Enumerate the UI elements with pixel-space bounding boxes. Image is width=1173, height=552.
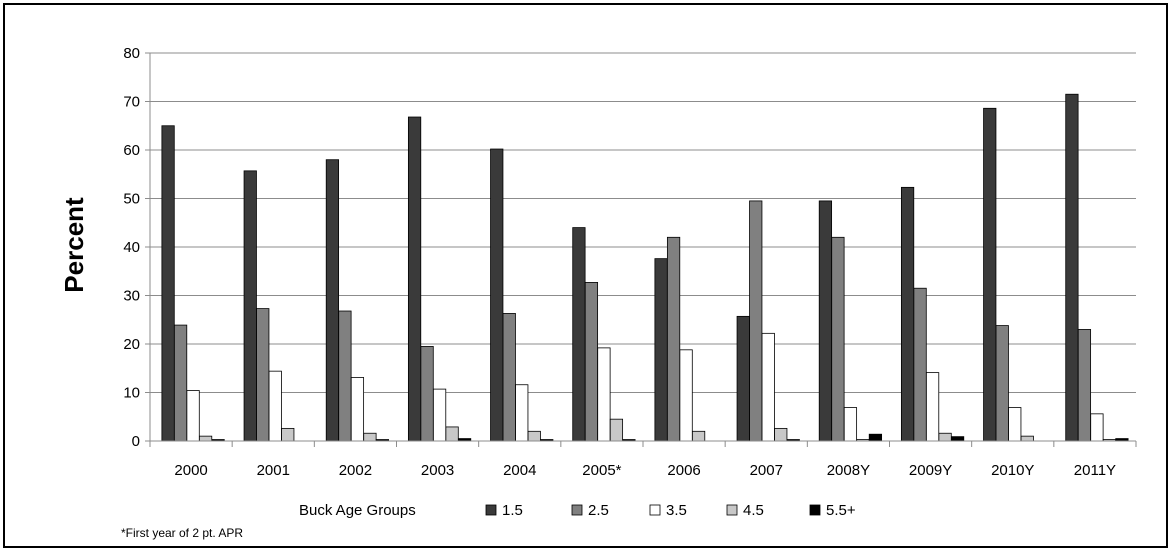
bar-2.5-2006: [666, 236, 681, 442]
bar-2.5-2010Y: [995, 325, 1009, 442]
y-tick-label: 80: [123, 45, 140, 62]
x-tick-label: 2009Y: [909, 462, 952, 479]
bar-3.5-2006: [679, 349, 693, 442]
bar-3.5-2002: [350, 377, 365, 442]
bar-3.5-2009Y: [925, 372, 940, 442]
x-tick-label: 2003: [421, 462, 454, 479]
bar-1.5-2007: [736, 315, 750, 442]
chart-frame: 0 10 20 30 40 50 60 70 80 2000 2001 2002 2003 2004 20…: [3, 3, 1168, 548]
y-tick-label: 70: [123, 94, 140, 111]
bar-1.5-2008Y: [818, 200, 833, 442]
x-tick-label: 2007: [750, 462, 783, 479]
bar-3.5-2004: [515, 384, 529, 442]
bar-3.5-2010Y: [1008, 407, 1022, 442]
bar-4.5-2004: [527, 430, 541, 442]
x-tick-label: 2011Y: [1074, 462, 1116, 479]
x-tick-label: 2006: [667, 462, 700, 479]
bar-1.5-2002: [325, 159, 340, 442]
y-tick-label: 40: [123, 239, 140, 256]
y-tick-label: 10: [123, 385, 140, 402]
bar-1.5-2001: [243, 170, 257, 442]
footnote: *First year of 2 pt. APR: [121, 526, 243, 540]
y-axis-label: Percent: [59, 197, 89, 293]
bar-2.5-2001: [256, 308, 270, 442]
bar-1.5-2009Y: [900, 186, 915, 442]
legend-label-4.5: 4.5: [743, 502, 764, 519]
y-tick-label: 60: [123, 142, 140, 159]
bar-4.5-2009Y: [938, 432, 952, 442]
legend-title: Buck Age Groups: [299, 502, 416, 519]
bar-2.5-2004: [502, 313, 516, 442]
x-tick-labels: 2000 2001 2002 2003 2004 2005* 2006 2007 2008Y 20…: [174, 462, 1116, 479]
bar-2.5-2002: [338, 310, 352, 442]
bars: [161, 93, 1129, 442]
bar-3.5-2007: [761, 332, 775, 442]
bar-4.5-2005*: [609, 418, 624, 442]
x-tick-label: 2008Y: [827, 462, 870, 479]
y-tick-label: 20: [123, 336, 140, 353]
legend-label-5.5+: 5.5+: [826, 502, 856, 519]
legend-swatch-4.5: [726, 504, 738, 516]
legend-swatch-3.5: [649, 504, 661, 516]
x-tick-label: 2001: [257, 462, 290, 479]
bar-3.5-2011Y: [1090, 413, 1104, 442]
bar-2.5-2009Y: [913, 287, 927, 442]
axes: [149, 53, 1137, 447]
y-tick-label: 0: [132, 433, 140, 450]
bar-5.5+-2009Y: [950, 436, 965, 442]
bar-2.5-2000: [173, 324, 188, 442]
y-tick-label: 50: [123, 191, 140, 208]
gridlines: [145, 52, 1136, 442]
x-tick-label: 2004: [503, 462, 536, 479]
bar-3.5-2003: [432, 388, 447, 442]
x-tick-label: 2005*: [582, 462, 621, 479]
bar-1.5-2006: [654, 258, 668, 442]
legend-label-3.5: 3.5: [666, 502, 687, 519]
legend-label-1.5: 1.5: [502, 502, 523, 519]
bar-4.5-2003: [445, 426, 459, 442]
y-tick-label: 30: [123, 288, 140, 305]
x-tick-label: 2010Y: [991, 462, 1034, 479]
bar-1.5-2003: [407, 116, 422, 442]
bar-2.5-2011Y: [1077, 329, 1092, 442]
bar-4.5-2006: [691, 430, 706, 442]
bar-3.5-2005*: [597, 347, 611, 442]
bar-2.5-2003: [420, 346, 434, 442]
bar-4.5-2001: [281, 427, 295, 442]
bar-3.5-2000: [186, 390, 200, 442]
y-tick-labels: 0 10 20 30 40 50 60 70 80: [123, 45, 140, 450]
bar-1.5-2000: [161, 125, 175, 442]
bar-5.5+-2008Y: [868, 433, 883, 442]
bar-4.5-2002: [363, 432, 377, 442]
legend: Buck Age Groups 1.5 2.5 3.5 4.5 5.5+: [299, 502, 856, 519]
bar-4.5-2010Y: [1020, 435, 1034, 442]
bar-1.5-2010Y: [983, 107, 997, 442]
bar-2.5-2007: [749, 200, 763, 442]
legend-swatch-1.5: [485, 504, 497, 516]
bar-2.5-2008Y: [831, 236, 845, 442]
legend-swatch-5.5+: [809, 504, 821, 516]
bar-2.5-2005*: [584, 282, 599, 442]
bar-1.5-2005*: [572, 227, 586, 442]
bar-1.5-2004: [490, 148, 504, 442]
bar-4.5-2007: [774, 427, 788, 442]
x-tick-label: 2002: [339, 462, 372, 479]
legend-label-2.5: 2.5: [588, 502, 609, 519]
x-tick-label: 2000: [174, 462, 207, 479]
bar-4.5-2000: [198, 435, 213, 442]
bar-1.5-2011Y: [1065, 93, 1079, 442]
legend-swatch-2.5: [571, 504, 583, 516]
bar-3.5-2008Y: [843, 407, 858, 442]
bar-3.5-2001: [268, 370, 282, 442]
